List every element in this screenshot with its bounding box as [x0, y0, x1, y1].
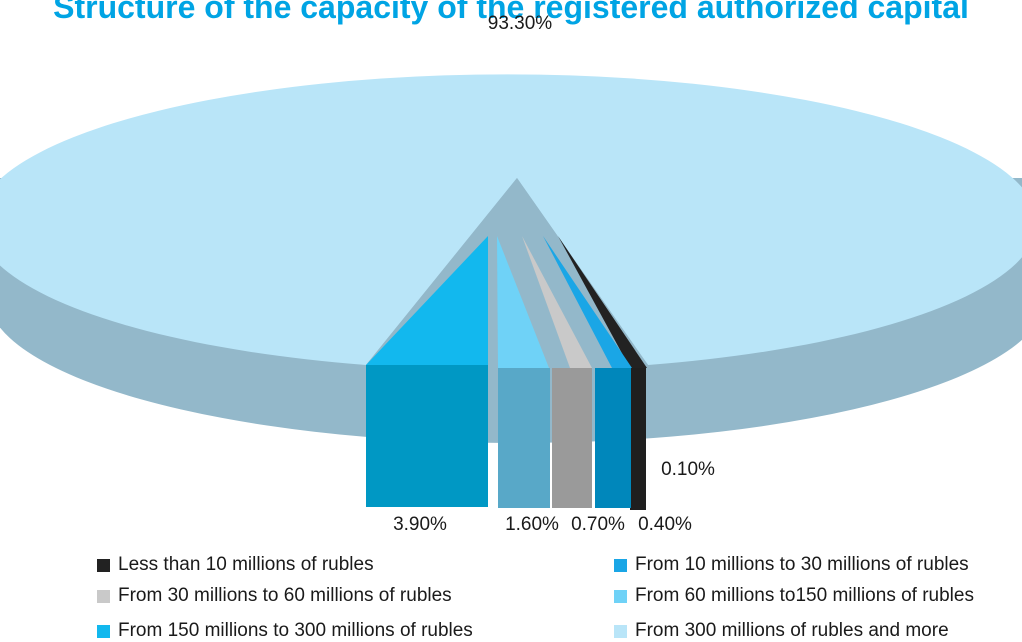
data-label-5: 3.90%: [393, 514, 447, 535]
pie-slice-3: [522, 236, 592, 508]
pie-slice-1-front: [630, 368, 646, 510]
pie-slice-1-top: [558, 236, 647, 368]
pie-slice-2-top: [543, 236, 632, 368]
data-label-3: 0.70%: [571, 514, 625, 535]
pie-slice-3-top: [522, 236, 592, 368]
pie-slice-300m-plus-top: [0, 74, 1022, 365]
pie-slice-5-top: [366, 236, 488, 365]
pie-slice-4-top: [497, 236, 549, 368]
data-label-2: 0.40%: [638, 514, 692, 535]
pie-slice-1: [558, 236, 647, 510]
pie-slice-4: [497, 236, 550, 508]
data-label-4: 1.60%: [505, 514, 559, 535]
data-label-1: 0.10%: [661, 459, 715, 480]
pie-slice-2-front: [595, 368, 631, 508]
chart-title: Structure of the capacity of the registe…: [53, 0, 969, 25]
pie-slice-4-front: [498, 368, 550, 508]
data-label-6: 93.30%: [488, 13, 553, 34]
pie-slice-3-front: [552, 368, 592, 508]
pie-slice-2: [543, 236, 632, 508]
pie-slice-5-front: [366, 365, 488, 507]
pie-slice-5: [366, 236, 488, 507]
